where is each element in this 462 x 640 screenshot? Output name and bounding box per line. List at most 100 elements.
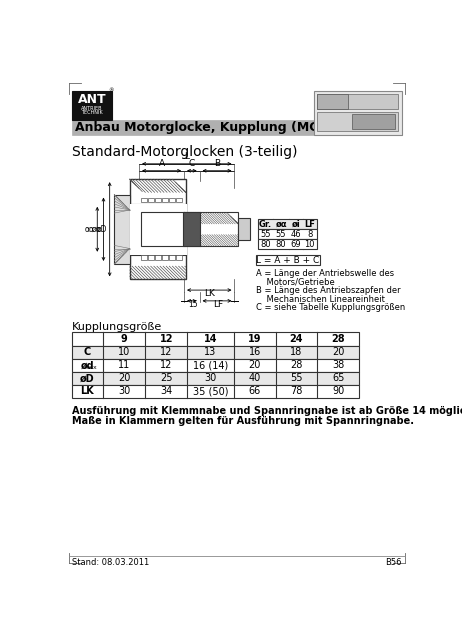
Text: 18: 18 (290, 347, 303, 357)
Text: L = A + B + C: L = A + B + C (256, 256, 320, 265)
Bar (155, 198, 161, 202)
Text: øi: øi (292, 220, 300, 228)
Bar (314, 91, 402, 135)
Text: 10: 10 (304, 240, 315, 249)
Text: C: C (188, 159, 195, 168)
Bar (72, 120, 402, 135)
Bar (258, 220, 316, 229)
Text: 16 (14): 16 (14) (193, 360, 228, 370)
Bar (148, 198, 154, 202)
Text: 16: 16 (249, 347, 261, 357)
Text: TECHNIK: TECHNIK (81, 111, 103, 115)
Text: Mechanischen Lineareinheit: Mechanischen Lineareinheit (256, 294, 385, 304)
Bar (72, 91, 112, 120)
Text: øD: øD (80, 373, 95, 383)
Text: Gr.: Gr. (259, 220, 272, 228)
Bar (317, 93, 398, 109)
Text: 55: 55 (276, 230, 286, 239)
Text: 24: 24 (290, 334, 303, 344)
Text: 20: 20 (249, 360, 261, 370)
Text: Standard-Motorglocken (3-teilig): Standard-Motorglocken (3-teilig) (72, 145, 297, 159)
Bar (72, 358, 359, 372)
Text: 30: 30 (118, 387, 130, 396)
Text: øα: øα (275, 220, 287, 228)
Text: 11: 11 (118, 360, 130, 370)
Text: αα: αα (85, 225, 95, 234)
Bar (141, 212, 238, 246)
Text: 66: 66 (249, 387, 261, 396)
Text: LK: LK (80, 387, 94, 396)
Bar (256, 255, 320, 266)
Text: 10: 10 (118, 347, 130, 357)
Text: B56: B56 (385, 558, 402, 567)
Text: 46: 46 (290, 230, 301, 239)
Text: 30: 30 (204, 373, 217, 383)
Text: øD: øD (97, 225, 107, 234)
Bar (141, 198, 147, 202)
Bar (72, 332, 359, 346)
Text: ød: ød (80, 360, 94, 370)
Text: 12: 12 (159, 334, 173, 344)
Bar (114, 195, 130, 264)
Text: 28: 28 (290, 360, 303, 370)
Text: 20: 20 (118, 373, 130, 383)
Text: 55: 55 (290, 373, 303, 383)
Text: 12: 12 (160, 360, 172, 370)
Bar (170, 255, 175, 260)
Text: 35 (50): 35 (50) (193, 387, 228, 396)
Bar (182, 212, 200, 246)
Text: B: B (214, 159, 220, 168)
Text: 80: 80 (276, 240, 286, 249)
Bar (130, 179, 186, 279)
Text: 9: 9 (121, 334, 128, 344)
Bar (176, 198, 182, 202)
Text: 12: 12 (160, 347, 172, 357)
Bar (258, 229, 316, 239)
Bar (72, 372, 359, 385)
Text: LF: LF (304, 220, 315, 228)
Text: 8: 8 (307, 230, 312, 239)
Bar (162, 255, 168, 260)
Text: 69: 69 (290, 240, 301, 249)
Bar (141, 255, 147, 260)
Bar (258, 239, 316, 249)
Bar (170, 198, 175, 202)
Text: L: L (184, 152, 189, 161)
Text: Maße in Klammern gelten für Ausführung mit Spannringnabe.: Maße in Klammern gelten für Ausführung m… (72, 415, 413, 426)
Text: 15: 15 (188, 300, 198, 309)
Bar (130, 204, 187, 255)
Text: 19: 19 (248, 334, 261, 344)
Text: C: C (84, 347, 91, 357)
Text: ANT: ANT (78, 93, 106, 106)
Text: Stand: 08.03.2011: Stand: 08.03.2011 (72, 558, 149, 567)
Text: A: A (158, 159, 164, 168)
Text: ANTRIEB: ANTRIEB (81, 106, 103, 111)
Text: 80: 80 (260, 240, 271, 249)
Text: LK: LK (204, 289, 215, 298)
Text: 25: 25 (160, 373, 172, 383)
Text: A = Länge der Antriebswelle des: A = Länge der Antriebswelle des (256, 269, 394, 278)
Bar (317, 93, 348, 109)
Text: B = Länge des Antriebszapfen der: B = Länge des Antriebszapfen der (256, 286, 401, 295)
Bar (72, 346, 359, 358)
Bar (148, 255, 154, 260)
Bar (352, 114, 395, 129)
Text: 65: 65 (332, 373, 345, 383)
Text: C = siehe Tabelle Kupplungsgrößen: C = siehe Tabelle Kupplungsgrößen (256, 303, 405, 312)
Text: Anbau Motorglocke, Kupplung (MGK): Anbau Motorglocke, Kupplung (MGK) (75, 121, 335, 134)
Text: Motors/Getriebe: Motors/Getriebe (256, 278, 335, 287)
Text: øα: øα (91, 225, 101, 234)
Text: 28: 28 (332, 334, 345, 344)
Bar (72, 385, 359, 398)
Bar (162, 198, 168, 202)
Text: 40: 40 (249, 373, 261, 383)
Bar (176, 255, 182, 260)
Text: 20: 20 (332, 347, 345, 357)
Text: 13: 13 (204, 347, 217, 357)
Text: 38: 38 (332, 360, 345, 370)
Text: 90: 90 (332, 387, 345, 396)
Bar (155, 255, 161, 260)
Text: Kupplungsgröße: Kupplungsgröße (72, 322, 162, 332)
Text: max: max (84, 365, 97, 370)
Text: 55: 55 (260, 230, 271, 239)
